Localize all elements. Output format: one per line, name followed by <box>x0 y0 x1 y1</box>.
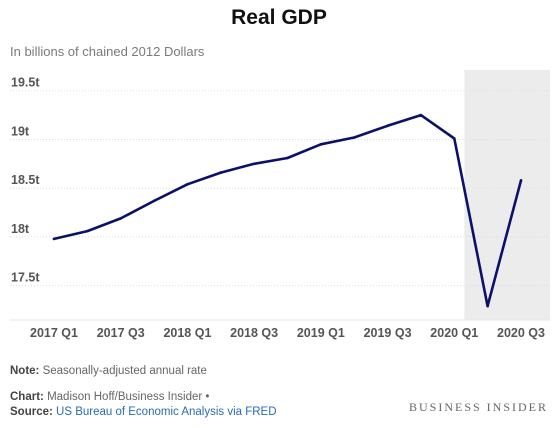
source-line: Source: US Bureau of Economic Analysis v… <box>10 406 277 418</box>
chart-credit-text: Madison Hoff/Business Insider • <box>47 391 210 403</box>
chart-title: Real GDP <box>231 6 327 29</box>
data-point <box>119 217 123 220</box>
x-tick-label: 2019 Q1 <box>297 326 345 340</box>
data-point <box>386 124 389 128</box>
note-line: Note: Seasonally-adjusted annual rate <box>10 365 207 377</box>
x-tick-label: 2018 Q1 <box>163 326 211 340</box>
x-tick-label: 2020 Q1 <box>430 326 478 340</box>
chart-subtitle: In billions of chained 2012 Dollars <box>10 44 205 59</box>
data-point <box>86 229 89 233</box>
chart-credit-line: Chart: Madison Hoff/Business Insider • <box>10 391 209 403</box>
data-point <box>286 156 289 160</box>
chart-credit-label: Chart: <box>10 391 44 403</box>
data-point <box>486 304 489 308</box>
x-tick-label: 2020 Q3 <box>497 326 545 340</box>
data-point <box>319 143 323 146</box>
note-text: Seasonally-adjusted annual rate <box>42 365 207 377</box>
x-tick-label: 2017 Q3 <box>97 326 145 340</box>
x-tick-label: 2018 Q3 <box>230 326 278 340</box>
gdp-series-line <box>52 113 523 308</box>
y-tick-label: 19.5t <box>11 76 40 90</box>
data-point <box>152 199 156 203</box>
x-tick-label: 2017 Q1 <box>30 326 78 340</box>
data-point <box>452 137 456 140</box>
source-link[interactable]: US Bureau of Economic Analysis via FRED <box>56 406 277 418</box>
y-tick-label: 18t <box>11 222 30 236</box>
note-label: Note: <box>10 365 40 377</box>
y-tick-label: 17.5t <box>11 271 40 285</box>
x-tick-label: 2019 Q3 <box>364 326 412 340</box>
data-point <box>419 113 423 117</box>
recession-highlight-region <box>464 70 550 320</box>
data-point <box>52 237 56 241</box>
y-tick-label: 19t <box>11 124 30 138</box>
data-point <box>252 162 256 166</box>
data-point <box>352 136 356 139</box>
y-tick-label: 18.5t <box>11 173 40 187</box>
data-point <box>519 179 523 182</box>
business-insider-logo: BUSINESS INSIDER <box>408 400 548 414</box>
source-label: Source: <box>10 406 53 418</box>
data-point <box>219 171 223 174</box>
data-point <box>186 182 189 186</box>
